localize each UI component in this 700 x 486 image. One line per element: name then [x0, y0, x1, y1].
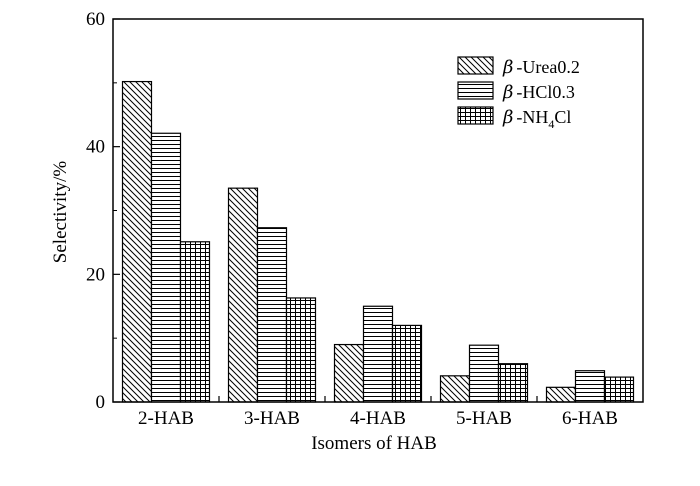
legend-label: β -NH4Cl — [502, 107, 571, 131]
bar-3-hab-series-2 — [256, 227, 288, 403]
y-tick-label: 20 — [86, 264, 105, 285]
legend-label: β -HCl0.3 — [502, 82, 575, 103]
bars-layer — [121, 80, 635, 403]
legend-swatch — [457, 106, 494, 125]
bar-4-hab-series-2 — [362, 305, 394, 403]
legend-swatch — [457, 56, 494, 75]
x-tick-label: 6-HAB — [562, 408, 618, 429]
legend: β -Urea0.2 β -HCl0.3 β -NH4Cl — [457, 56, 580, 131]
y-tick-label: 60 — [86, 9, 105, 30]
x-tick-label: 5-HAB — [456, 408, 512, 429]
bar-4-hab-series-1 — [333, 343, 365, 403]
legend-item-2: β -HCl0.3 — [457, 81, 575, 103]
ticks-layer: 0 20 40 60 2-HAB 3-HAB 4-HAB 5-HAB 6-HAB — [86, 9, 618, 429]
y-tick-label: 0 — [96, 392, 106, 413]
legend-item-1: β -Urea0.2 — [457, 56, 580, 78]
bar-5-hab-series-2 — [468, 344, 500, 403]
bar-6-hab-series-2 — [574, 370, 606, 403]
bar-5-hab-series-3 — [497, 363, 529, 403]
x-tick-label: 2-HAB — [138, 408, 194, 429]
bar-2-hab-series-3 — [179, 241, 211, 403]
bar-4-hab-series-3 — [391, 324, 423, 403]
x-axis-title: Isomers of HAB — [311, 433, 437, 454]
y-tick-label: 40 — [86, 137, 105, 158]
bar-6-hab-series-3 — [603, 376, 635, 403]
bar-2-hab-series-2 — [150, 132, 182, 403]
bar-6-hab-series-1 — [545, 386, 577, 403]
x-tick-label: 4-HAB — [350, 408, 406, 429]
legend-item-3: β -NH4Cl — [457, 106, 571, 131]
legend-swatch — [457, 81, 494, 100]
legend-label: β -Urea0.2 — [502, 57, 580, 78]
x-tick-label: 3-HAB — [244, 408, 300, 429]
bar-5-hab-series-1 — [439, 375, 471, 403]
bar-3-hab-series-3 — [285, 297, 317, 403]
y-axis-title: Selectivity/% — [50, 161, 71, 264]
bar-2-hab-series-1 — [121, 80, 153, 403]
bar-3-hab-series-1 — [227, 187, 259, 403]
